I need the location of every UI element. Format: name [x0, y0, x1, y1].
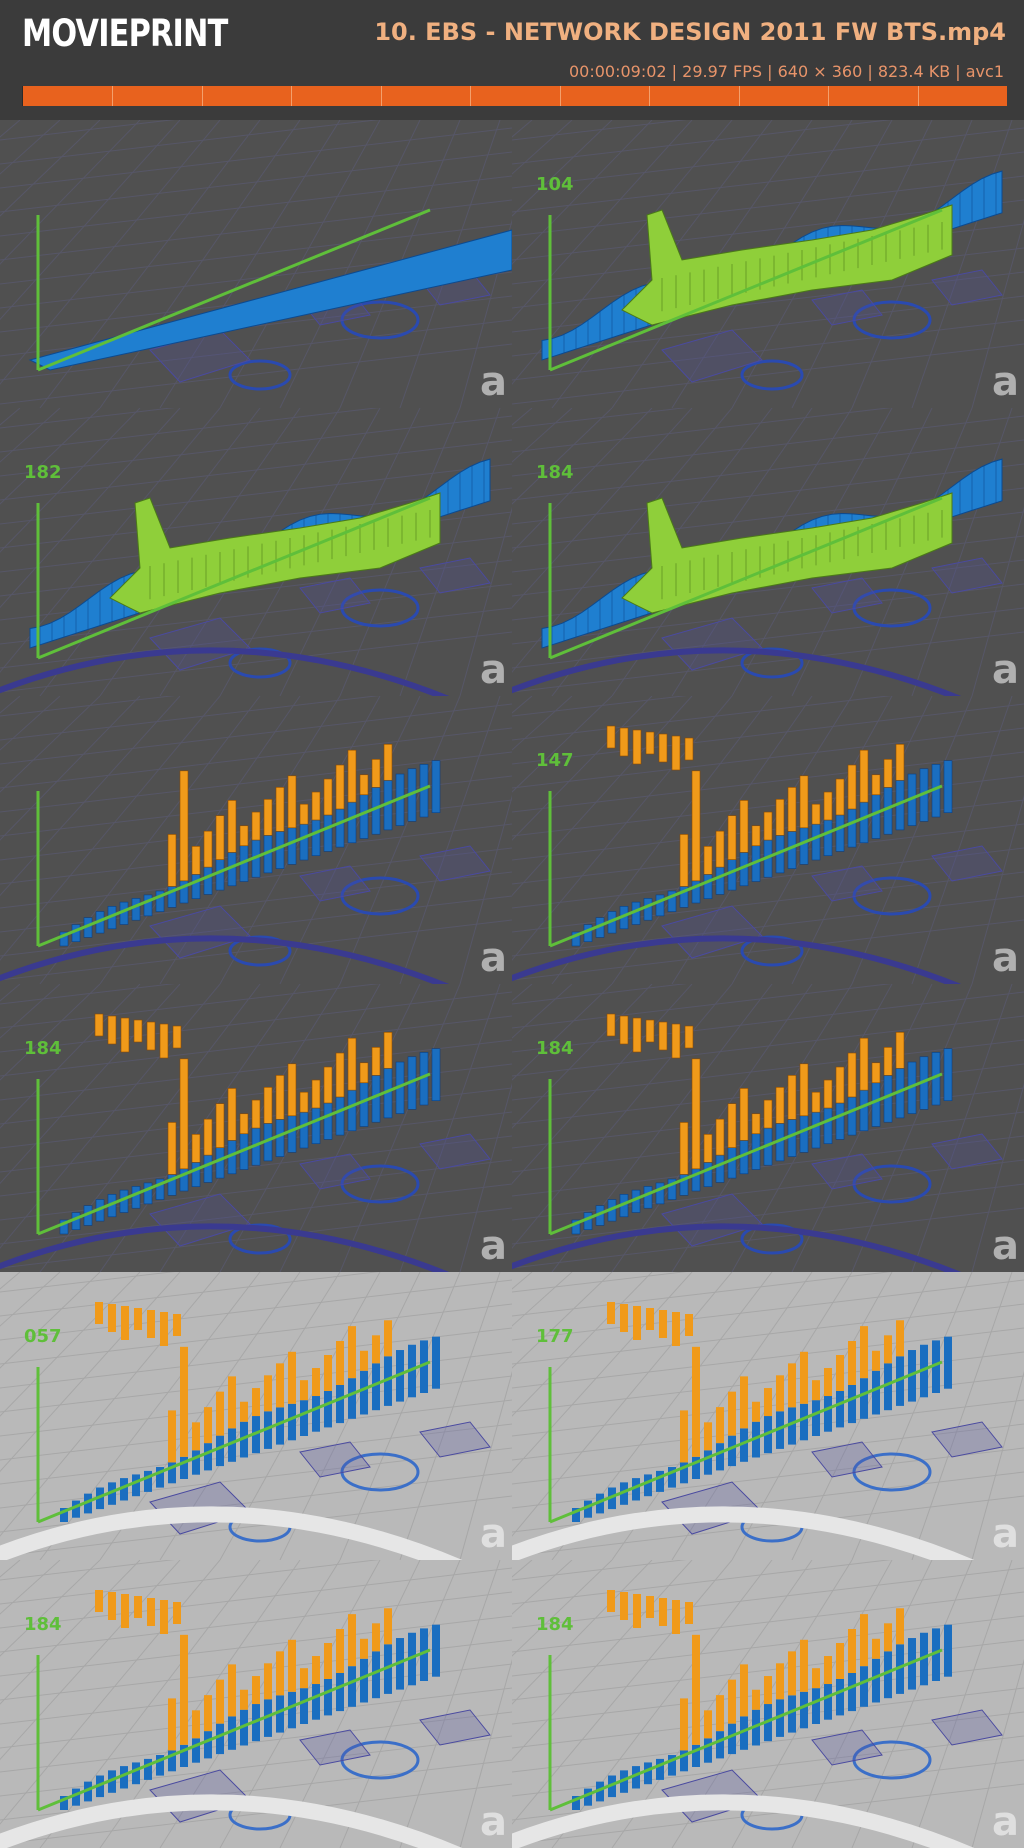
timeline-tick — [828, 86, 829, 106]
timeline-tick — [560, 86, 561, 106]
video-thumbnail[interactable]: a — [0, 696, 512, 984]
watermark: a — [992, 647, 1019, 693]
file-title: 10. EBS - NETWORK DESIGN 2011 FW BTS.mp4 — [374, 18, 1006, 46]
video-thumbnail[interactable]: 184 a — [0, 1560, 512, 1848]
app-logo: MOVIEPRINT — [22, 12, 228, 55]
timeline-tick — [381, 86, 382, 106]
thumbnail-frame: 184 a — [0, 1560, 512, 1848]
watermark: a — [992, 935, 1019, 981]
watermark: a — [992, 1511, 1019, 1557]
thumbnail-frame: a — [0, 120, 512, 408]
watermark: a — [480, 935, 507, 981]
timeline-tick — [291, 86, 292, 106]
watermark: a — [480, 1511, 507, 1557]
file-metadata: 00:00:09:02 | 29.97 FPS | 640 × 360 | 82… — [568, 62, 1004, 81]
axis-value-label: 184 — [24, 1038, 62, 1059]
thumbnail-frame: 177 a — [512, 1272, 1024, 1560]
thumbnail-frame: 184 a — [0, 984, 512, 1272]
header: MOVIEPRINT 10. EBS - NETWORK DESIGN 2011… — [0, 0, 1024, 118]
watermark: a — [992, 1799, 1019, 1845]
axis-value-label: 177 — [536, 1326, 574, 1347]
timeline-tick — [918, 86, 919, 106]
watermark: a — [992, 1223, 1019, 1269]
watermark: a — [480, 647, 507, 693]
thumbnail-frame: a — [0, 696, 512, 984]
thumbnail-frame: 184 a — [512, 1560, 1024, 1848]
timeline-tick — [470, 86, 471, 106]
thumbnail-frame: 057 a — [0, 1272, 512, 1560]
axis-value-label: 182 — [24, 462, 62, 483]
video-thumbnail[interactable]: 184 a — [512, 984, 1024, 1272]
axis-value-label: 184 — [536, 462, 574, 483]
timeline-tick — [112, 86, 113, 106]
watermark: a — [992, 359, 1019, 405]
thumbnail-frame: 184 a — [512, 984, 1024, 1272]
watermark: a — [480, 1223, 507, 1269]
video-thumbnail[interactable]: 184 a — [0, 984, 512, 1272]
timeline-bar[interactable] — [22, 86, 1007, 106]
thumbnail-grid: a 104 a 182 a 184 a a 147 a 184 a 184 a 057 a 177 a 184 a 18… — [0, 120, 1024, 1848]
video-thumbnail[interactable]: 057 a — [0, 1272, 512, 1560]
watermark: a — [480, 359, 507, 405]
video-thumbnail[interactable]: 104 a — [512, 120, 1024, 408]
video-thumbnail[interactable]: 182 a — [0, 408, 512, 696]
axis-value-label: 147 — [536, 750, 574, 771]
video-thumbnail[interactable]: a — [0, 120, 512, 408]
axis-value-label: 184 — [536, 1614, 574, 1635]
thumbnail-frame: 104 a — [512, 120, 1024, 408]
axis-value-label: 184 — [536, 1038, 574, 1059]
thumbnail-frame: 182 a — [0, 408, 512, 696]
timeline-tick — [649, 86, 650, 106]
video-thumbnail[interactable]: 177 a — [512, 1272, 1024, 1560]
axis-value-label: 104 — [536, 174, 574, 195]
video-thumbnail[interactable]: 147 a — [512, 696, 1024, 984]
thumbnail-frame: 184 a — [512, 408, 1024, 696]
watermark: a — [480, 1799, 507, 1845]
video-thumbnail[interactable]: 184 a — [512, 408, 1024, 696]
timeline-tick — [739, 86, 740, 106]
timeline-tick — [202, 86, 203, 106]
thumbnail-frame: 147 a — [512, 696, 1024, 984]
axis-value-label: 057 — [24, 1326, 62, 1347]
video-thumbnail[interactable]: 184 a — [512, 1560, 1024, 1848]
axis-value-label: 184 — [24, 1614, 62, 1635]
